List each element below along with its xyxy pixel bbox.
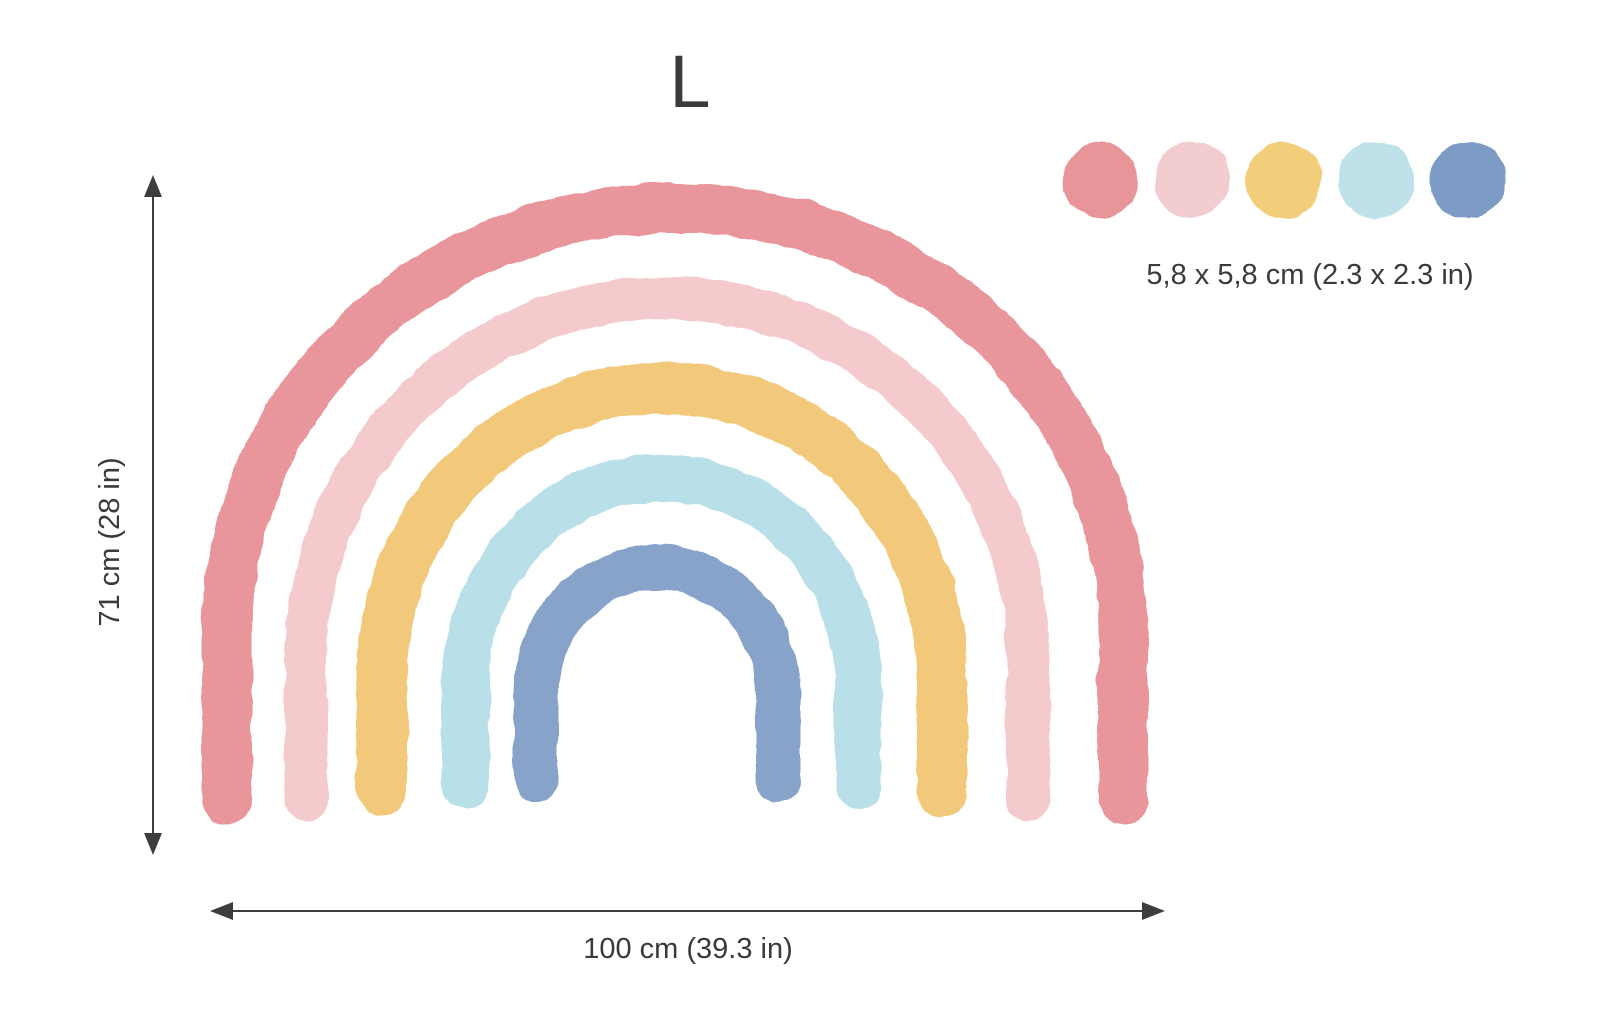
color-dot-red	[1062, 142, 1138, 218]
rainbow-arc-yellow	[356, 362, 968, 816]
color-dot-yellow	[1245, 142, 1321, 218]
rainbow-arc-blue	[513, 544, 801, 803]
color-dot-pink	[1154, 142, 1230, 218]
color-dot-blue	[1430, 142, 1506, 218]
color-dots	[1062, 142, 1506, 218]
size-label: L	[669, 40, 711, 123]
rainbow-arcs	[202, 183, 1148, 825]
width-dimension-label: 100 cm (39.3 in)	[583, 933, 793, 965]
rainbow-arc-light-blue	[442, 454, 882, 809]
dots-dimension-label: 5,8 x 5,8 cm (2.3 x 2.3 in)	[1146, 259, 1474, 291]
width-arrow	[210, 902, 1165, 920]
height-arrow	[144, 175, 162, 855]
height-dimension-label: 71 cm (28 in)	[94, 457, 126, 627]
rainbow-arc-red	[202, 183, 1148, 825]
color-dot-light-blue	[1338, 142, 1414, 218]
rainbow-arc-pink	[284, 276, 1050, 822]
